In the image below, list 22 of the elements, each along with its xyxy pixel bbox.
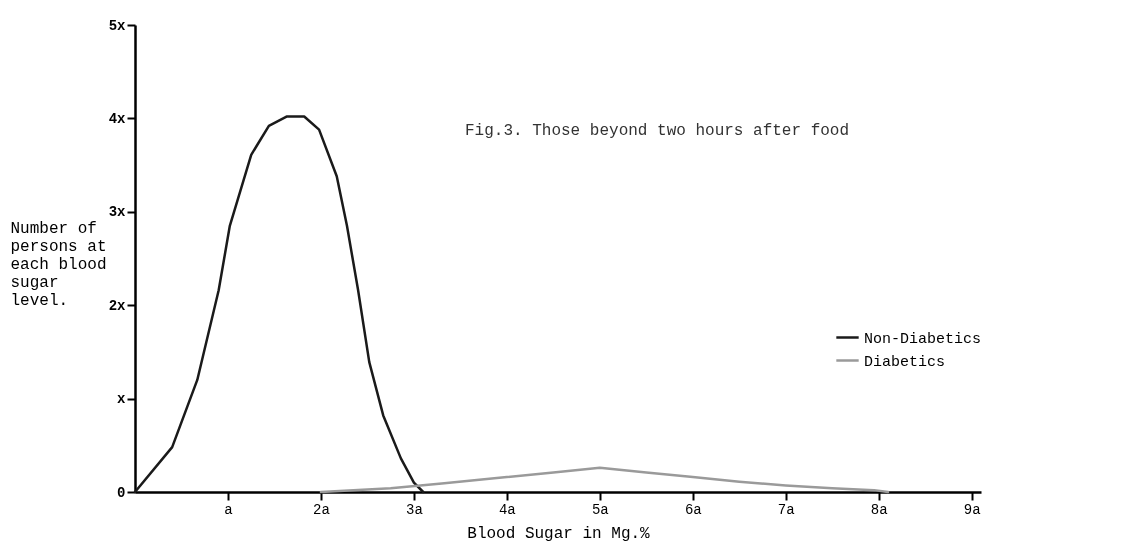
legend-label: Diabetics [864, 353, 946, 371]
x-axis-title: Blood Sugar in Mg.% [467, 524, 651, 543]
y-tick-label: 4x [108, 110, 127, 127]
x-tick-label: 5a [591, 501, 609, 518]
y-tick-label: 0 [117, 484, 126, 501]
x-tick-label: 4a [498, 501, 516, 518]
x-tick-label: 8a [870, 501, 888, 518]
line-series [319, 466, 890, 494]
legend-label: Non-Diabetics [864, 330, 982, 348]
x-tick-label: 7a [777, 501, 795, 518]
y-tick-label: 5x [108, 17, 127, 34]
x-tick-label: a [224, 501, 233, 518]
y-tick-label: 3x [108, 204, 127, 221]
x-tick-label: 3a [405, 501, 423, 518]
y-tick-label: x [117, 391, 127, 408]
x-tick-label: 9a [963, 501, 981, 518]
y-axis-title: Number of persons at each blood sugar level. [10, 219, 107, 310]
x-tick-label: 2a [313, 501, 330, 518]
y-tick-label: 2x [108, 297, 127, 314]
text: Fig.3. Those beyond two hours after food [465, 122, 850, 140]
line-series [133, 115, 425, 494]
x-tick-label: 6a [684, 501, 702, 518]
